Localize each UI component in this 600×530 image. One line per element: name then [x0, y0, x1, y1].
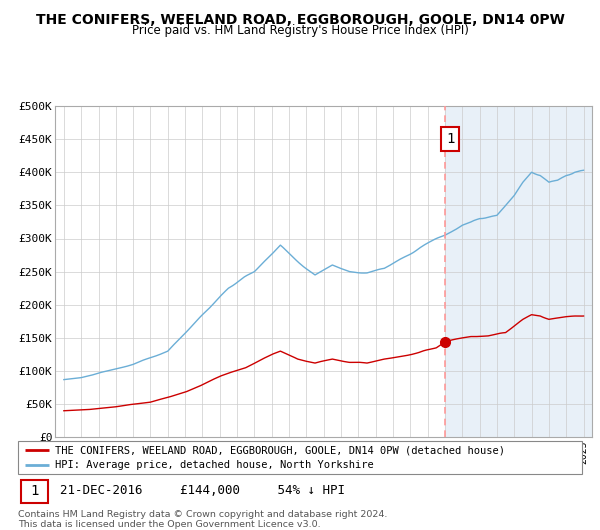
- Text: 1: 1: [446, 132, 454, 146]
- Text: THE CONIFERS, WEELAND ROAD, EGGBOROUGH, GOOLE, DN14 0PW (detached house): THE CONIFERS, WEELAND ROAD, EGGBOROUGH, …: [55, 445, 505, 455]
- Text: 1: 1: [30, 484, 38, 498]
- Text: Contains HM Land Registry data © Crown copyright and database right 2024.
This d: Contains HM Land Registry data © Crown c…: [18, 510, 388, 529]
- Bar: [445, 106, 592, 437]
- Bar: [21, 480, 48, 502]
- Text: THE CONIFERS, WEELAND ROAD, EGGBOROUGH, GOOLE, DN14 0PW: THE CONIFERS, WEELAND ROAD, EGGBOROUGH, …: [35, 13, 565, 27]
- Text: 21-DEC-2016     £144,000     54% ↓ HPI: 21-DEC-2016 £144,000 54% ↓ HPI: [60, 484, 346, 497]
- Text: Price paid vs. HM Land Registry's House Price Index (HPI): Price paid vs. HM Land Registry's House …: [131, 24, 469, 37]
- Text: HPI: Average price, detached house, North Yorkshire: HPI: Average price, detached house, Nort…: [55, 461, 373, 471]
